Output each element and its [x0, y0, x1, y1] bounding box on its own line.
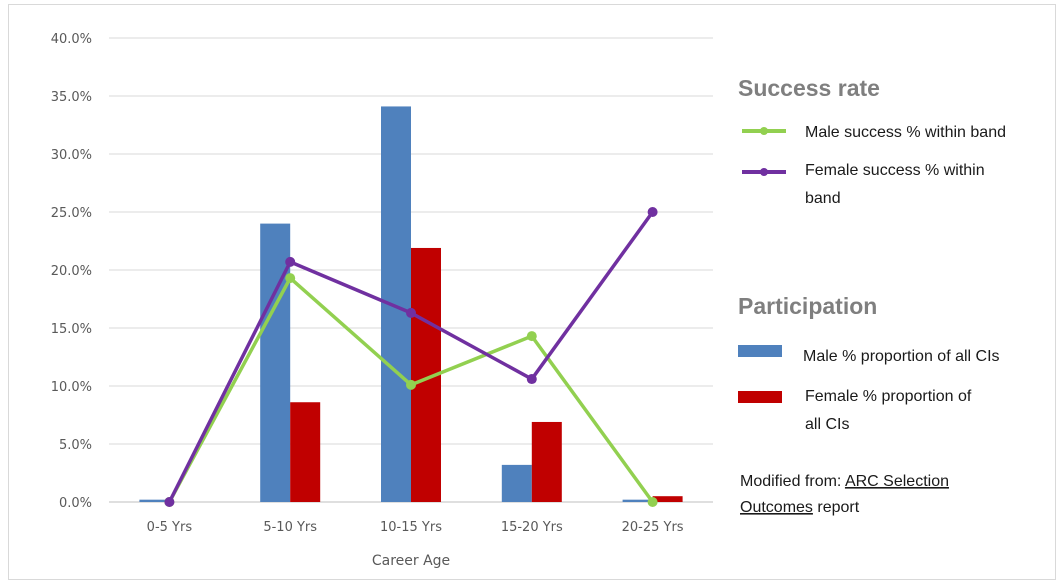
x-tick-label: 10-15 Yrs — [380, 520, 442, 535]
y-tick-label: 40.0% — [51, 32, 92, 47]
series-lines — [164, 207, 658, 507]
bar — [290, 402, 321, 502]
x-axis-label: Career Age — [372, 553, 450, 569]
x-tick-label: 0-5 Yrs — [147, 520, 193, 535]
x-tick-label: 15-20 Yrs — [501, 520, 563, 535]
legend-success-title: Success rate — [738, 75, 880, 101]
source-note-line1: Modified from: ARC Selection — [740, 473, 949, 490]
y-tick-label: 15.0% — [51, 322, 92, 337]
source-note-link-part2[interactable]: Outcomes — [740, 499, 813, 516]
y-tick-label: 5.0% — [59, 438, 92, 453]
source-note-link-part1[interactable]: ARC Selection — [845, 473, 949, 490]
bar — [260, 223, 291, 502]
x-tick-label: 20-25 Yrs — [622, 520, 684, 535]
bars — [139, 106, 683, 502]
legend-label-female-success-1: Female success % within — [805, 162, 985, 179]
line-point — [285, 273, 296, 284]
bar — [501, 464, 532, 502]
source-note-prefix: Modified from: — [740, 473, 845, 490]
legend-swatch-female-participation — [738, 391, 782, 403]
legend-label-female-success-2: band — [805, 190, 841, 207]
legend-marker-male-success — [760, 127, 768, 135]
x-axis-ticks: 0-5 Yrs 5-10 Yrs 10-15 Yrs 15-20 Yrs 20-25 Y… — [147, 520, 684, 535]
y-tick-label: 25.0% — [51, 206, 92, 221]
legend-female-participation: Female % proportion of all CIs — [738, 388, 972, 433]
bar — [652, 496, 683, 502]
y-tick-label: 0.0% — [59, 496, 92, 511]
legend-male-success: Male success % within band — [742, 124, 1006, 141]
line-point — [526, 331, 537, 342]
legend-participation-title: Participation — [738, 293, 877, 319]
y-tick-label: 20.0% — [51, 264, 92, 279]
y-tick-label: 30.0% — [51, 148, 92, 163]
chart-frame — [8, 4, 1056, 580]
bar — [622, 499, 653, 502]
x-tick-label: 5-10 Yrs — [263, 520, 317, 535]
legend-label-female-participation-2: all CIs — [805, 416, 849, 433]
y-tick-label: 35.0% — [51, 90, 92, 105]
line-point — [647, 497, 658, 507]
line-point — [406, 379, 416, 390]
line-point — [526, 374, 537, 385]
source-note-line2: Outcomes report — [740, 499, 860, 516]
legend-label-female-participation-1: Female % proportion of — [805, 388, 972, 405]
legend-female-success: Female success % within band — [742, 162, 985, 207]
line-point — [647, 207, 658, 217]
bar — [381, 106, 411, 502]
line-point — [406, 307, 416, 318]
legend-label-male-success: Male success % within band — [805, 124, 1006, 141]
y-axis-ticks: 0.0% 5.0% 10.0% 15.0% 20.0% 25.0% 30.0% 35.0% 40… — [51, 32, 92, 511]
bar — [139, 499, 170, 502]
line-point — [285, 256, 296, 267]
source-note-suffix: report — [813, 499, 860, 516]
legend-marker-female-success — [760, 168, 768, 176]
line-point — [164, 497, 175, 507]
legend-swatch-male-participation — [738, 345, 782, 357]
bar — [531, 421, 562, 502]
legend-label-male-participation: Male % proportion of all CIs — [803, 348, 1000, 365]
legend-male-participation: Male % proportion of all CIs — [738, 345, 1000, 365]
y-tick-label: 10.0% — [51, 380, 92, 395]
